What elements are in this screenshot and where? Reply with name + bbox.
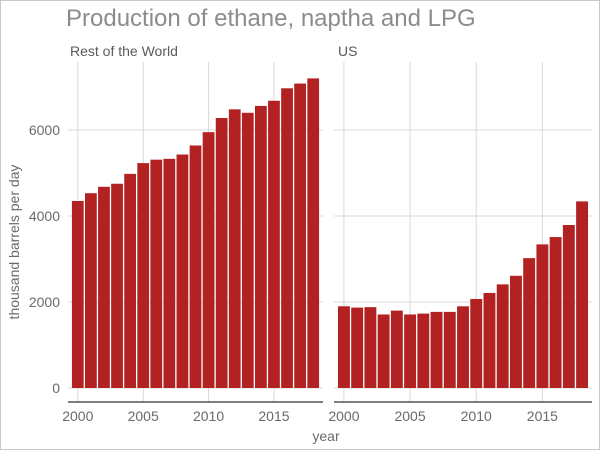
bar-panel-2-2013 <box>509 275 522 388</box>
bar-panel-2-2003 <box>377 314 390 388</box>
bar-panel-1-2012 <box>228 109 241 389</box>
bar-panel-2-2014 <box>523 258 536 388</box>
bar-panel-2-2015 <box>536 244 549 388</box>
bar-panel-1-2008 <box>176 154 189 388</box>
bar-panel-2-2017 <box>562 225 575 388</box>
bar-panel-1-2004 <box>124 173 136 388</box>
y-tick-label-4000: 4000 <box>29 208 60 224</box>
bar-panel-2-2008 <box>443 311 456 388</box>
bar-panel-2-2000 <box>337 306 350 388</box>
x-axis-title: year <box>312 428 340 444</box>
y-tick-label-6000: 6000 <box>29 122 60 138</box>
y-tick-label-2000: 2000 <box>29 294 60 310</box>
x-tick-label-2005-panel-2: 2005 <box>394 408 425 424</box>
x-tick-label-2015-panel-1: 2015 <box>258 408 289 424</box>
bar-panel-2-2016 <box>549 237 562 388</box>
bar-panel-1-2005 <box>137 163 150 388</box>
y-axis-title: thousand barrels per day <box>6 165 22 320</box>
bar-panel-1-2006 <box>150 159 163 388</box>
x-tick-label-2005-panel-1: 2005 <box>128 408 159 424</box>
bar-panel-2-2010 <box>470 298 483 388</box>
x-tick-label-2010-panel-1: 2010 <box>193 408 224 424</box>
bar-panel-1-2002 <box>98 186 110 388</box>
bar-panel-2-2004 <box>390 310 403 388</box>
x-tick-label-2010-panel-2: 2010 <box>461 408 492 424</box>
bar-panel-1-2011 <box>215 117 228 389</box>
bar-panel-1-2000 <box>71 200 84 388</box>
bar-panel-1-2001 <box>85 193 97 388</box>
bar-panel-1-2010 <box>202 132 215 388</box>
bar-panel-2-2005 <box>404 314 417 388</box>
bar-panel-2-2018 <box>576 201 589 388</box>
bars <box>71 78 589 389</box>
axes: 2000 2005 2010 2015 2000 2005 2010 201502000400… <box>29 122 592 424</box>
x-tick-label-2000-panel-2: 2000 <box>328 408 359 424</box>
bar-panel-2-2001 <box>351 307 364 388</box>
bar-panel-2-2009 <box>457 306 469 388</box>
bar-panel-1-2015 <box>268 100 280 388</box>
bar-panel-2-2011 <box>483 292 496 388</box>
bar-panel-2-2012 <box>496 284 509 388</box>
bar-panel-1-2014 <box>255 105 267 389</box>
x-tick-label-2015-panel-2: 2015 <box>527 408 558 424</box>
bar-panel-1-2009 <box>189 145 202 388</box>
bar-panel-1-2007 <box>163 158 176 388</box>
facet-label-us: US <box>338 43 357 59</box>
bar-panel-1-2017 <box>294 83 306 388</box>
bar-panel-2-2002 <box>364 307 377 388</box>
bar-panel-2-2006 <box>417 313 430 388</box>
facet-label-rest-of-world: Rest of the World <box>70 43 178 59</box>
bar-panel-2-2007 <box>430 311 443 388</box>
y-tick-label-0: 0 <box>52 380 60 396</box>
bar-panel-1-2016 <box>281 88 293 388</box>
x-tick-label-2000-panel-1: 2000 <box>62 408 93 424</box>
chart-title: Production of ethane, naptha and LPG <box>66 5 476 32</box>
bar-panel-1-2003 <box>111 183 123 388</box>
bar-panel-1-2018 <box>307 78 320 389</box>
bar-panel-1-2013 <box>241 112 254 389</box>
